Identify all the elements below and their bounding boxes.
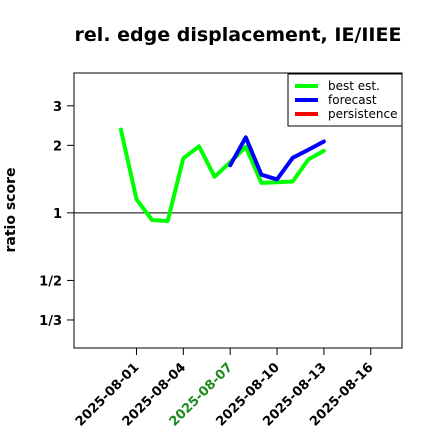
axes-layer: 3211/21/32025-08-012025-08-042025-08-072…: [39, 100, 376, 430]
legend-label: forecast: [328, 93, 377, 107]
series-line-1: [228, 135, 326, 182]
y-tick-label: 1: [53, 207, 62, 222]
y-tick-label: 2: [53, 139, 62, 154]
plot-frame: [73, 72, 403, 349]
legend-label: best est.: [328, 79, 380, 93]
legend-label: persistence: [328, 107, 397, 121]
series-line-0: [118, 127, 326, 223]
y-tick-label: 1/2: [39, 274, 62, 289]
series-layer: [118, 127, 326, 223]
chart-title: rel. edge displacement, IE/IIEE: [74, 24, 402, 46]
y-tick-label: 3: [53, 100, 62, 115]
y-tick-label: 1/3: [39, 314, 62, 329]
